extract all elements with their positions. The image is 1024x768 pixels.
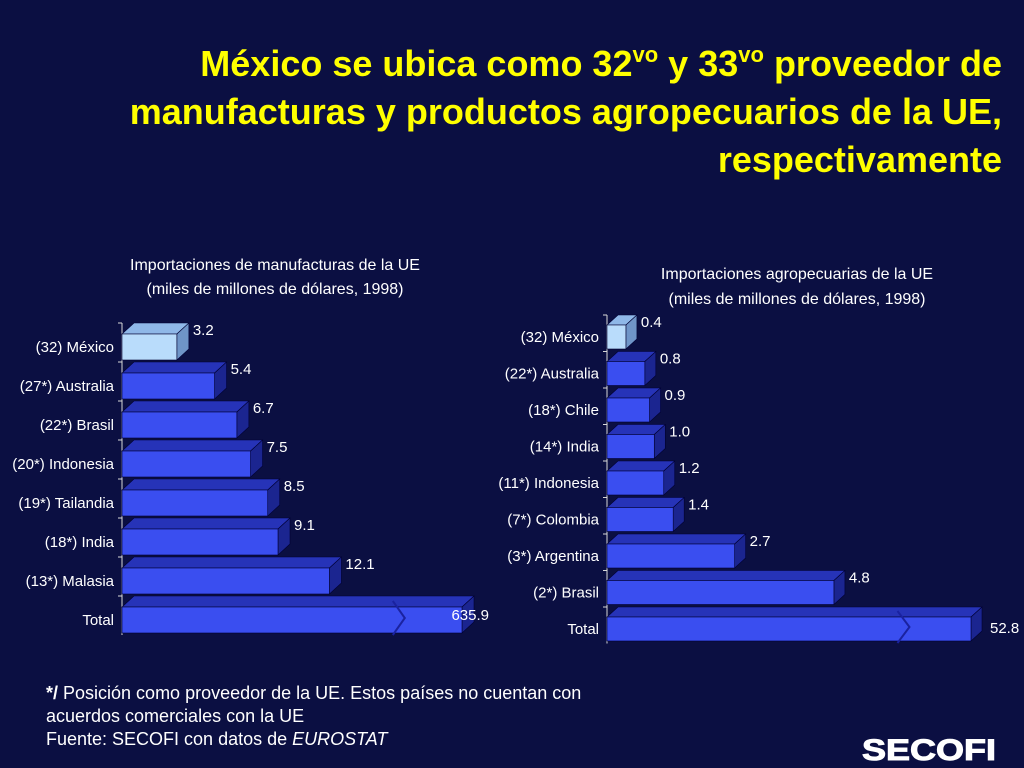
category-label: (32) México	[36, 339, 114, 356]
axis-break-mark	[391, 600, 407, 636]
bar-top-face	[121, 517, 291, 530]
value-label: 3.2	[193, 322, 214, 339]
bar-top-face	[121, 478, 281, 491]
footnote-line-1: */ Posición como proveedor de la UE. Est…	[46, 683, 582, 703]
bar-front-face	[606, 580, 835, 605]
bar-22-australia: (22*) Australia 0.8	[505, 351, 681, 387]
chart-agropecuarias: Importaciones agropecuarias de la UE (mil…	[498, 266, 1019, 644]
secofi-logo: SECOFI	[862, 734, 997, 764]
bar-2-brasil: (2*) Brasil 4.8	[533, 570, 870, 606]
bar-front-face	[606, 616, 972, 642]
category-label: (7*) Colombia	[507, 512, 599, 529]
chart-title: Importaciones agropecuarias de la UE	[661, 266, 933, 283]
category-label: (22*) Brasil	[40, 417, 114, 434]
category-label: (18*) Chile	[528, 402, 599, 419]
bar-top-face	[121, 439, 264, 452]
value-label: 9.1	[294, 517, 315, 534]
bar-18-india: (18*) India 9.1	[45, 517, 315, 556]
category-label: (2*) Brasil	[533, 585, 599, 602]
value-label: 1.0	[669, 424, 690, 441]
value-label: 2.7	[750, 533, 771, 550]
bar-front-face	[121, 411, 238, 439]
bar-7-colombia: (7*) Colombia 1.4	[507, 497, 709, 533]
value-label: 8.5	[284, 478, 305, 495]
category-label: (18*) India	[45, 534, 115, 551]
bar-front-face	[606, 397, 650, 423]
bar-11-indonesia: (11*) Indonesia 1.2	[498, 460, 700, 496]
bar-18-chile: (18*) Chile 0.9	[528, 387, 686, 423]
bar-top-face	[606, 533, 747, 545]
category-label: (11*) Indonesia	[498, 475, 599, 492]
axis-break-mark	[896, 610, 911, 644]
bar-front-face	[606, 434, 655, 459]
bar-13-malasia: (13*) Malasia 12.1	[26, 556, 375, 595]
bar-total: Total 635.9	[82, 595, 489, 636]
value-label: 0.9	[665, 387, 686, 404]
category-label: (13*) Malasia	[26, 573, 115, 590]
value-label: 1.2	[679, 460, 700, 477]
bar-front-face	[606, 361, 646, 386]
bar-top-face	[121, 556, 343, 569]
bar-front-face	[121, 606, 463, 634]
value-label: 635.9	[451, 607, 489, 624]
secofi-logo-text: SECOFI	[862, 734, 996, 764]
chart-manufacturas: Importaciones de manufacturas de la UE (m…	[12, 257, 489, 636]
value-label: 6.7	[253, 400, 274, 417]
bar-front-face	[121, 333, 178, 361]
slide-title: México se ubica como 32vo y 33vo proveed…	[129, 42, 1002, 180]
value-label: 52.8	[990, 620, 1019, 637]
bar-front-face	[606, 543, 735, 569]
chart-subtitle: (miles de millones de dólares, 1998)	[146, 281, 403, 298]
bar-front-face	[606, 324, 627, 350]
category-label: (19*) Tailandia	[18, 495, 114, 512]
bar-32-mexico: (32) México 0.4	[521, 314, 662, 350]
category-label: (32) México	[521, 329, 599, 346]
bar-top-face	[121, 595, 475, 608]
bar-14-india: (14*) India 1.0	[530, 424, 690, 460]
bar-front-face	[121, 450, 251, 478]
bar-top-face	[606, 460, 676, 472]
chart-subtitle: (miles de millones de dólares, 1998)	[668, 291, 925, 308]
footnote: */ Posición como proveedor de la UE. Est…	[46, 682, 666, 751]
value-label: 5.4	[231, 361, 252, 378]
bar-total: Total 52.8	[567, 606, 1019, 644]
value-label: 0.4	[641, 314, 662, 331]
category-label: (20*) Indonesia	[12, 456, 114, 473]
footnote-line-2: acuerdos comerciales con la UE	[46, 706, 305, 726]
category-label: (3*) Argentina	[507, 548, 599, 565]
bar-32-mexico: (32) México 3.2	[36, 322, 214, 361]
bar-20-indonesia: (20*) Indonesia 7.5	[12, 439, 288, 478]
footnote-source: Fuente: SECOFI con datos de EUROSTAT	[46, 729, 388, 749]
category-label: (14*) India	[530, 439, 600, 456]
bar-19-tailandia: (19*) Tailandia 8.5	[18, 478, 305, 517]
bar-3-argentina: (3*) Argentina 2.7	[507, 533, 771, 569]
bar-top-face	[606, 570, 846, 581]
bar-top-face	[121, 400, 250, 413]
bar-front-face	[121, 372, 215, 400]
category-label: Total	[82, 612, 114, 629]
bar-front-face	[121, 489, 269, 517]
value-label: 7.5	[267, 439, 288, 456]
bar-front-face	[606, 507, 674, 532]
bar-front-face	[121, 528, 279, 556]
category-label: (22*) Australia	[505, 366, 600, 383]
value-label: 4.8	[849, 570, 870, 587]
category-label: Total	[567, 621, 599, 638]
bar-top-face	[606, 497, 685, 508]
chart-title: Importaciones de manufacturas de la UE	[130, 257, 420, 274]
category-label: (27*) Australia	[20, 378, 115, 395]
value-label: 12.1	[345, 556, 374, 573]
value-label: 0.8	[660, 351, 681, 368]
bar-front-face	[606, 470, 665, 496]
bar-27-australia: (27*) Australia 5.4	[20, 361, 252, 400]
value-label: 1.4	[688, 497, 709, 514]
bar-front-face	[121, 567, 330, 595]
bar-top-face	[606, 606, 983, 618]
bar-22-brasil: (22*) Brasil 6.7	[40, 400, 274, 439]
bar-top-face	[121, 361, 228, 374]
